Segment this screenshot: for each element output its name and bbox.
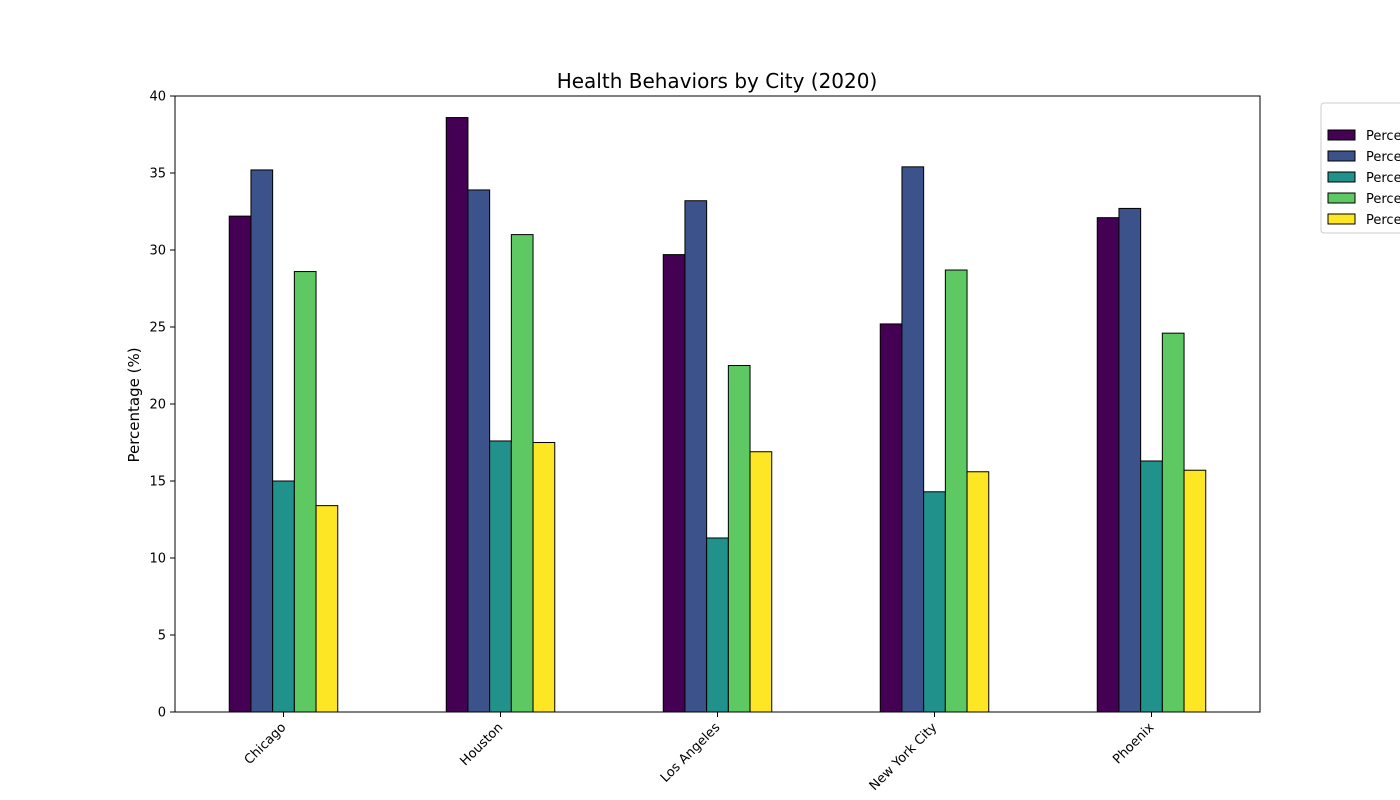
bar — [944, 269, 968, 713]
bar — [662, 254, 686, 713]
bar — [510, 234, 534, 713]
bar — [467, 189, 491, 713]
y-axis-label: Percentage (%) — [125, 347, 143, 462]
x-tick-label: Chicago — [242, 720, 290, 768]
bar — [1183, 469, 1207, 713]
bar — [749, 451, 773, 713]
x-axis-ticks: Chicago Houston Los Angeles New York City Ph… — [242, 712, 1158, 794]
bar — [966, 471, 990, 713]
legend-label: Perce — [1366, 129, 1400, 144]
y-tick-label: 0 — [158, 706, 166, 721]
y-tick-label: 35 — [149, 167, 166, 182]
x-tick-label: New York City — [867, 720, 941, 794]
bar — [315, 505, 339, 713]
x-tick-label: Los Angeles — [658, 720, 724, 786]
y-tick-label: 15 — [149, 475, 166, 490]
y-tick-label: 40 — [149, 90, 166, 105]
legend-swatch — [1327, 192, 1356, 204]
bars-group — [228, 117, 1207, 713]
y-tick-label: 10 — [149, 552, 166, 567]
bar — [1096, 217, 1120, 713]
bar — [1118, 207, 1142, 713]
bar — [489, 440, 512, 713]
x-tick-label: Phoenix — [1110, 720, 1157, 767]
bar — [901, 166, 925, 713]
bar — [1140, 460, 1163, 713]
legend-swatch — [1327, 171, 1356, 183]
legend-label: Perce — [1366, 192, 1400, 207]
y-tick-label: 30 — [149, 244, 166, 259]
bar — [250, 169, 274, 713]
bar — [532, 442, 556, 713]
bar — [228, 215, 252, 713]
legend-swatch — [1327, 213, 1356, 225]
legend-label: Perce — [1366, 150, 1400, 165]
bar — [684, 200, 708, 713]
bar — [293, 271, 317, 713]
bar — [445, 117, 469, 713]
bar — [727, 365, 751, 713]
plot-frame — [174, 95, 1261, 713]
legend-swatch — [1327, 129, 1356, 141]
bar — [923, 491, 946, 713]
x-tick-label: Houston — [458, 720, 507, 769]
y-tick-label: 25 — [149, 321, 166, 336]
legend: Perce Perce Perce Perce Perce — [1320, 102, 1400, 234]
legend-swatch — [1327, 150, 1356, 162]
legend-label: Perce — [1366, 213, 1400, 228]
y-axis-ticks: 0 5 10 15 20 25 30 35 40 — [149, 90, 175, 721]
bar — [706, 537, 729, 713]
legend-label: Perce — [1366, 171, 1400, 186]
y-tick-label: 20 — [149, 398, 166, 413]
y-tick-label: 5 — [158, 629, 166, 644]
chart-title: Health Behaviors by City (2020) — [557, 69, 878, 93]
bar — [1161, 332, 1185, 713]
bar — [879, 323, 903, 713]
bar — [272, 480, 295, 713]
